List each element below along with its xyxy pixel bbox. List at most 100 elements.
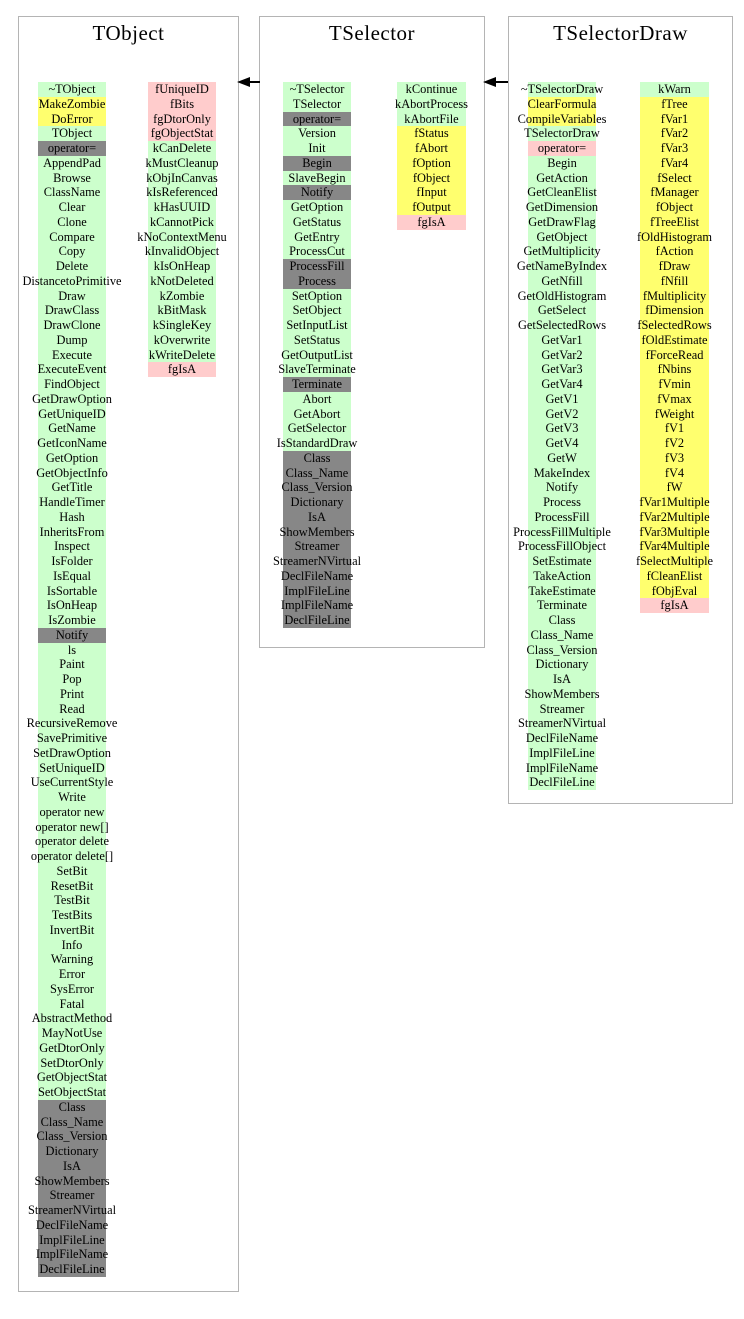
method-label: GetNameByIndex — [516, 259, 608, 273]
method-item: GetStatus — [283, 214, 351, 230]
member-label: fOldHistogram — [636, 229, 713, 244]
member-label: fInput — [416, 185, 447, 200]
member-item: fgDtorOnly — [148, 111, 216, 127]
member-label: fVar2 — [660, 126, 689, 141]
method-label: ExecuteEvent — [37, 362, 107, 377]
method-label: ImplFileName — [525, 760, 599, 775]
method-item: SetOption — [283, 288, 351, 304]
method-label: GetVar2 — [541, 347, 583, 362]
method-item: GetVar1 — [528, 332, 596, 348]
method-item: GetV3 — [528, 421, 596, 436]
member-item: fgIsA — [640, 598, 709, 613]
method-label: GetMultiplicity — [523, 244, 601, 259]
method-label: DrawClone — [43, 318, 101, 332]
method-item: StreamerNVirtual — [28, 1203, 116, 1218]
member-item: kOverwrite — [148, 332, 216, 348]
method-item: TSelector — [283, 96, 351, 112]
member-item: kNotDeleted — [148, 273, 216, 289]
member-label: kIsOnHeap — [153, 259, 211, 273]
member-label: kAbortProcess — [395, 96, 468, 111]
member-item: fTreeElist — [640, 214, 709, 230]
method-item: ShowMembers — [279, 524, 355, 540]
method-label: operator delete[] — [30, 849, 114, 863]
member-label: fgIsA — [167, 362, 197, 377]
method-item: GetObjectStat — [37, 1070, 107, 1085]
method-label: InvertBit — [49, 922, 95, 937]
method-item: operator= — [283, 111, 351, 127]
method-label: ProcessFillMultiple — [513, 524, 611, 539]
method-label: operator new[] — [35, 819, 109, 834]
member-item: fOption — [397, 155, 466, 171]
method-item: Streamer — [283, 539, 351, 554]
method-item: SlaveBegin — [283, 170, 351, 186]
method-label: Terminate — [291, 377, 343, 391]
method-item: IsA — [38, 1158, 106, 1174]
method-label: GetW — [547, 450, 577, 465]
method-item: ShowMembers — [34, 1173, 110, 1189]
method-label: Warning — [50, 952, 94, 967]
method-item: DistancetoPrimitive — [22, 273, 122, 289]
method-item: Class_Version — [527, 642, 597, 658]
method-item: GetVar3 — [528, 362, 596, 377]
member-label: fDimension — [645, 303, 704, 318]
method-item: Execute — [38, 347, 106, 363]
method-label: GetStatus — [292, 214, 342, 229]
method-label: DistancetoPrimitive — [22, 273, 122, 288]
method-item: ~TObject — [38, 82, 106, 97]
method-item: Class — [283, 450, 351, 466]
method-item: GetAction — [528, 170, 596, 186]
method-item: IsOnHeap — [38, 598, 106, 613]
method-label: GetNfill — [541, 273, 583, 288]
member-item: fSelectedRows — [637, 318, 712, 333]
method-item: Class_Version — [36, 1129, 108, 1144]
method-item: IsSortable — [38, 583, 106, 599]
method-item: Notify — [38, 627, 106, 643]
method-label: SetDrawOption — [33, 745, 111, 760]
method-label: GetOldHistogram — [517, 288, 607, 303]
member-item: kBitMask — [148, 303, 216, 318]
method-item: operator= — [38, 141, 106, 156]
class-box-tobject: TObject ~TObject MakeZombie DoError TObject… — [18, 16, 239, 1292]
method-label: operator= — [47, 141, 97, 155]
member-label: fDraw — [658, 259, 691, 273]
method-label: GetDrawOption — [32, 391, 112, 406]
member-item: fW — [640, 480, 709, 495]
member-label: kCanDelete — [152, 141, 212, 155]
method-label: Execute — [52, 347, 92, 362]
method-label: Info — [61, 937, 83, 952]
member-item: fVar4Multiple — [639, 539, 710, 554]
method-item: DoError — [38, 111, 106, 127]
member-label: fVmax — [657, 391, 692, 406]
member-item: fUniqueID — [148, 82, 216, 97]
method-label: DeclFileLine — [39, 1262, 105, 1276]
method-label: SetDtorOnly — [40, 1055, 104, 1070]
method-label: GetOption — [290, 200, 344, 214]
member-label: fVar3Multiple — [639, 524, 710, 539]
method-label: operator delete — [35, 834, 109, 849]
method-label: StreamerNVirtual — [517, 716, 607, 731]
method-label: Compare — [49, 229, 95, 244]
method-item: GetVar2 — [528, 347, 596, 363]
method-item: GetDimension — [526, 200, 598, 215]
method-label: TestBit — [54, 893, 90, 908]
member-label: kNotDeleted — [150, 273, 214, 288]
method-item: Notify — [283, 185, 351, 200]
method-item: MakeIndex — [528, 465, 596, 481]
member-label: kObjInCanvas — [146, 170, 218, 185]
method-item: AbstractMethod — [32, 1011, 112, 1026]
method-label: Notify — [545, 480, 579, 495]
method-label: IsFolder — [51, 554, 93, 568]
method-label: IsZombie — [48, 613, 96, 627]
tselector-members-column: kContinue kAbortProcess kAbortFile fStatus f… — [395, 82, 468, 230]
method-item: ExecuteEvent — [38, 362, 106, 377]
method-item: TSelectorDraw — [524, 126, 600, 141]
method-item: Read — [38, 701, 106, 717]
method-label: SetOption — [291, 288, 343, 303]
tselectordraw-methods-column: ~TSelectorDraw ClearFormula CompileVariabl… — [513, 82, 611, 790]
member-label: kWriteDelete — [148, 347, 216, 362]
method-label: CompileVariables — [517, 111, 607, 126]
method-label: DoError — [51, 111, 93, 126]
method-item: StreamerNVirtual — [518, 716, 606, 731]
method-label: Class_Version — [36, 1129, 108, 1144]
method-label: ~TSelectorDraw — [520, 82, 604, 96]
